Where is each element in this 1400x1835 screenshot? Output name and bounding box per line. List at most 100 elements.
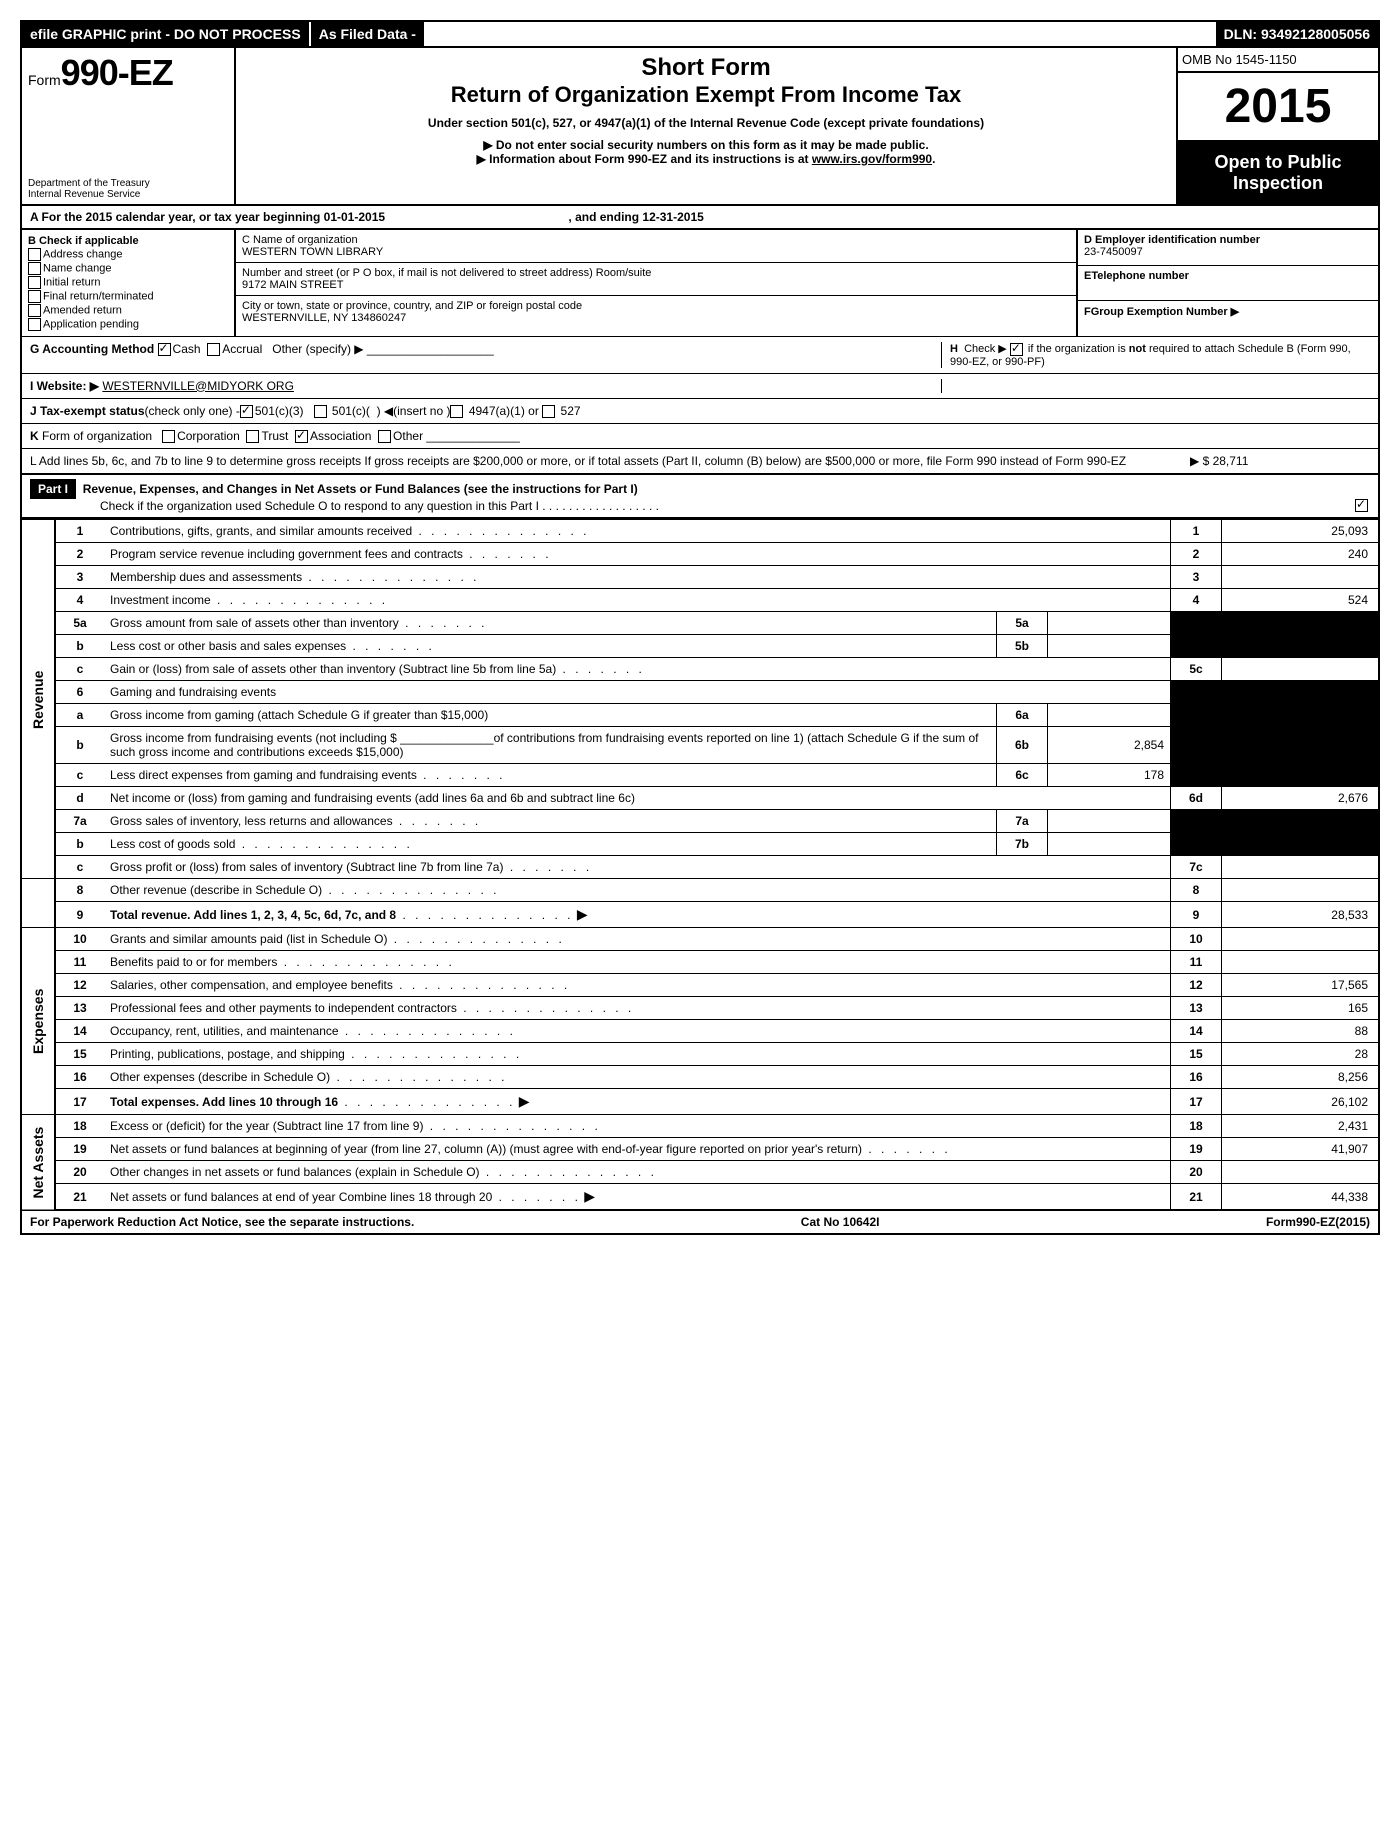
row-h: H Check ▶ if the organization is not req… bbox=[941, 342, 1370, 368]
form-990ez-page: efile GRAPHIC print - DO NOT PROCESS As … bbox=[20, 20, 1380, 1235]
phone-row: ETelephone number bbox=[1078, 266, 1378, 302]
cb-4947[interactable] bbox=[450, 405, 463, 418]
col-b: B Check if applicable Address change Nam… bbox=[22, 230, 236, 336]
cb-corp[interactable] bbox=[162, 430, 175, 443]
footer-right: Form990-EZ(2015) bbox=[1266, 1215, 1370, 1229]
row-l-text: L Add lines 5b, 6c, and 7b to line 9 to … bbox=[30, 454, 1126, 468]
note2-pre: ▶ Information about Form 990-EZ and its … bbox=[477, 152, 812, 166]
dln: DLN: 93492128005056 bbox=[1216, 22, 1378, 46]
group-row: FGroup Exemption Number ▶ bbox=[1078, 301, 1378, 336]
cb-527[interactable] bbox=[542, 405, 555, 418]
section-a-pre: A For the 2015 calendar year, or tax yea… bbox=[30, 210, 385, 224]
as-filed: As Filed Data - bbox=[311, 22, 426, 46]
phone-label: ETelephone number bbox=[1084, 270, 1372, 282]
cb-amended[interactable]: Amended return bbox=[28, 304, 228, 317]
cb-schedule-b[interactable] bbox=[1010, 343, 1023, 356]
org-addr-value: 9172 MAIN STREET bbox=[242, 279, 1070, 291]
line-6: 6 Gaming and fundraising events bbox=[21, 681, 1379, 704]
open-line2: Inspection bbox=[1182, 173, 1374, 194]
form-header: Form990-EZ Department of the Treasury In… bbox=[20, 48, 1380, 206]
header-right: OMB No 1545-1150 2015 Open to Public Ins… bbox=[1178, 48, 1378, 204]
row-l-amount: ▶ $ 28,711 bbox=[1182, 454, 1370, 468]
row-g: G Accounting Method Cash Accrual Other (… bbox=[22, 337, 1378, 374]
row-j: J Tax-exempt status(check only one) -501… bbox=[22, 399, 1378, 424]
cb-501c[interactable] bbox=[314, 405, 327, 418]
org-addr-row: Number and street (or P O box, if mail i… bbox=[236, 263, 1076, 296]
section-a-end: , and ending 12-31-2015 bbox=[568, 210, 703, 224]
side-revenue: Revenue bbox=[21, 520, 55, 879]
note2-post: . bbox=[932, 152, 935, 166]
cb-address[interactable]: Address change bbox=[28, 248, 228, 261]
other-label: Other (specify) ▶ bbox=[272, 342, 363, 356]
row-h-cont bbox=[941, 379, 1370, 393]
line-21: 21 Net assets or fund balances at end of… bbox=[21, 1184, 1379, 1211]
misc-rows: G Accounting Method Cash Accrual Other (… bbox=[20, 336, 1380, 475]
note-ssn: ▶ Do not enter social security numbers o… bbox=[242, 138, 1170, 152]
org-name-value: WESTERN TOWN LIBRARY bbox=[242, 246, 1070, 258]
line-6a: a Gross income from gaming (attach Sched… bbox=[21, 704, 1379, 727]
topbar: efile GRAPHIC print - DO NOT PROCESS As … bbox=[20, 20, 1380, 48]
line-7a: 7a Gross sales of inventory, less return… bbox=[21, 810, 1379, 833]
part1-label: Part I bbox=[30, 479, 76, 499]
org-name-row: C Name of organization WESTERN TOWN LIBR… bbox=[236, 230, 1076, 263]
short-form-title: Short Form bbox=[242, 54, 1170, 82]
line-7b: b Less cost of goods sold 7b bbox=[21, 833, 1379, 856]
line-6d: d Net income or (loss) from gaming and f… bbox=[21, 787, 1379, 810]
header-mid: Short Form Return of Organization Exempt… bbox=[236, 48, 1178, 204]
cb-final[interactable]: Final return/terminated bbox=[28, 290, 228, 303]
cb-501c3[interactable] bbox=[240, 405, 253, 418]
website-link[interactable]: WESTERNVILLE@MIDYORK ORG bbox=[102, 379, 294, 393]
line-1: Revenue 1 Contributions, gifts, grants, … bbox=[21, 520, 1379, 543]
org-city-label: City or town, state or province, country… bbox=[242, 300, 1070, 312]
cb-other-org[interactable] bbox=[378, 430, 391, 443]
section-a: A For the 2015 calendar year, or tax yea… bbox=[20, 206, 1380, 230]
form-number: 990-EZ bbox=[61, 52, 173, 93]
cash-label: Cash bbox=[173, 342, 201, 356]
col-de: D Employer identification number 23-7450… bbox=[1078, 230, 1378, 336]
cb-pending[interactable]: Application pending bbox=[28, 318, 228, 331]
row-i: I Website: ▶ WESTERNVILLE@MIDYORK ORG bbox=[22, 374, 1378, 399]
line-11: 11 Benefits paid to or for members 11 bbox=[21, 951, 1379, 974]
line-2: 2 Program service revenue including gove… bbox=[21, 543, 1379, 566]
part1-header: Part I Revenue, Expenses, and Changes in… bbox=[20, 475, 1380, 519]
dept-line1: Department of the Treasury bbox=[28, 178, 228, 189]
accrual-label: Accrual bbox=[222, 342, 262, 356]
org-addr-label: Number and street (or P O box, if mail i… bbox=[242, 267, 1070, 279]
omb-number: OMB No 1545-1150 bbox=[1178, 48, 1378, 73]
cb-schedule-o[interactable] bbox=[1355, 499, 1368, 512]
cb-cash[interactable] bbox=[158, 343, 171, 356]
group-label: FGroup Exemption Number ▶ bbox=[1084, 305, 1372, 318]
footer-left: For Paperwork Reduction Act Notice, see … bbox=[30, 1215, 414, 1229]
ein-row: D Employer identification number 23-7450… bbox=[1078, 230, 1378, 266]
cb-name[interactable]: Name change bbox=[28, 262, 228, 275]
dept-line2: Internal Revenue Service bbox=[28, 189, 228, 200]
open-to-public: Open to Public Inspection bbox=[1178, 142, 1378, 204]
part1-check: Check if the organization used Schedule … bbox=[100, 499, 659, 513]
irs-link[interactable]: www.irs.gov/form990 bbox=[812, 152, 932, 166]
side-expenses: Expenses bbox=[21, 928, 55, 1115]
line-17: 17 Total expenses. Add lines 10 through … bbox=[21, 1089, 1379, 1115]
footer: For Paperwork Reduction Act Notice, see … bbox=[20, 1211, 1380, 1235]
tax-year: 2015 bbox=[1178, 73, 1378, 142]
info-grid: B Check if applicable Address change Nam… bbox=[20, 230, 1380, 336]
line-16: 16 Other expenses (describe in Schedule … bbox=[21, 1066, 1379, 1089]
g-label: G Accounting Method bbox=[30, 342, 158, 356]
cb-trust[interactable] bbox=[246, 430, 259, 443]
line-9: 9 Total revenue. Add lines 1, 2, 3, 4, 5… bbox=[21, 902, 1379, 928]
cb-accrual[interactable] bbox=[207, 343, 220, 356]
line-10: Expenses 10 Grants and similar amounts p… bbox=[21, 928, 1379, 951]
lines-table: Revenue 1 Contributions, gifts, grants, … bbox=[20, 519, 1380, 1211]
topbar-blank bbox=[426, 22, 1216, 46]
col-c: C Name of organization WESTERN TOWN LIBR… bbox=[236, 230, 1078, 336]
org-city-value: WESTERNVILLE, NY 134860247 bbox=[242, 312, 1070, 324]
cb-assoc[interactable] bbox=[295, 430, 308, 443]
line-8: 8 Other revenue (describe in Schedule O)… bbox=[21, 879, 1379, 902]
row-k: K Form of organization Corporation Trust… bbox=[22, 424, 1378, 449]
line-3: 3 Membership dues and assessments 3 bbox=[21, 566, 1379, 589]
row-l: L Add lines 5b, 6c, and 7b to line 9 to … bbox=[22, 449, 1378, 473]
line-12: 12 Salaries, other compensation, and emp… bbox=[21, 974, 1379, 997]
header-left: Form990-EZ Department of the Treasury In… bbox=[22, 48, 236, 204]
line-18: Net Assets 18 Excess or (deficit) for th… bbox=[21, 1115, 1379, 1138]
line-19: 19 Net assets or fund balances at beginn… bbox=[21, 1138, 1379, 1161]
cb-initial[interactable]: Initial return bbox=[28, 276, 228, 289]
